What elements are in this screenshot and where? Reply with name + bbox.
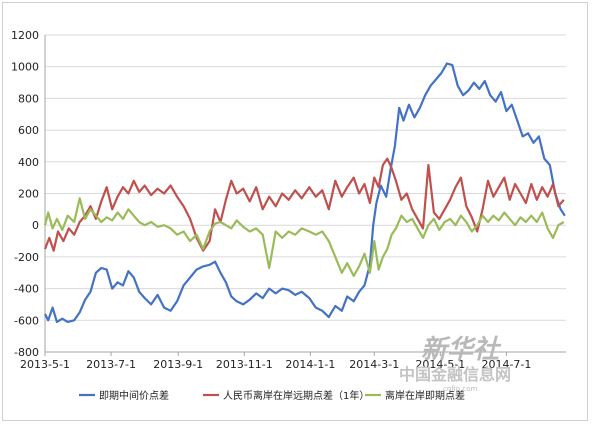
legend-label-1: 即期中间价点差	[99, 389, 169, 402]
y-tick-label: 600	[18, 124, 39, 137]
x-tick-label: 2014-7-1	[481, 358, 531, 371]
y-axis-ticks: -800 -600 -400 -200 0 200 400 600 800 1000 1200	[11, 29, 39, 359]
y-tick-label: -600	[14, 314, 39, 327]
y-tick-label: 1200	[11, 29, 39, 42]
y-tick-label: -800	[14, 346, 39, 359]
watermark-url: cnfin.com	[443, 385, 477, 393]
x-tick-label: 2014-3-1	[349, 358, 399, 371]
y-tick-label: -200	[14, 251, 39, 264]
series-line-2	[43, 157, 565, 252]
line-chart: -800 -600 -400 -200 0 200 400 600 800 1000 1200 20…	[11, 29, 566, 402]
chart-frame: -800 -600 -400 -200 0 200 400 600 800 1000 1200 20…	[2, 2, 588, 421]
y-tick-label: 0	[32, 219, 39, 232]
y-tick-label: -400	[14, 283, 39, 296]
watermark-agency: 新华社	[421, 335, 502, 365]
legend-label-3: 离岸在岸即期点差	[385, 389, 465, 402]
series-line-3	[43, 197, 565, 277]
x-tick-label: 2013-7-1	[86, 358, 136, 371]
series-lines	[43, 62, 566, 323]
y-tick-label: 1000	[11, 61, 39, 74]
x-tick-label: 2013-5-1	[20, 358, 70, 371]
legend-label-2: 人民币离岸在岸远期点差（1年）	[223, 389, 369, 402]
x-tick-label: 2013-9-1	[153, 358, 203, 371]
x-tick-label: 2014-1-1	[285, 358, 335, 371]
x-tick-label: 2014-5-1	[415, 358, 465, 371]
series-line-1	[44, 62, 566, 323]
watermark: 新华社 中国金融信息网 cnfin.com	[399, 335, 511, 393]
x-axis-ticks: 2013-5-1 2013-7-1 2013-9-1 2013-11-1 2014-1-…	[20, 352, 531, 371]
watermark-site: 中国金融信息网	[399, 365, 511, 384]
y-tick-label: 400	[18, 156, 39, 169]
x-tick-label: 2013-11-1	[216, 358, 273, 371]
y-tick-label: 800	[18, 92, 39, 105]
legend: 即期中间价点差 人民币离岸在岸远期点差（1年） 离岸在岸即期点差	[79, 389, 465, 402]
y-tick-label: 200	[18, 188, 39, 201]
